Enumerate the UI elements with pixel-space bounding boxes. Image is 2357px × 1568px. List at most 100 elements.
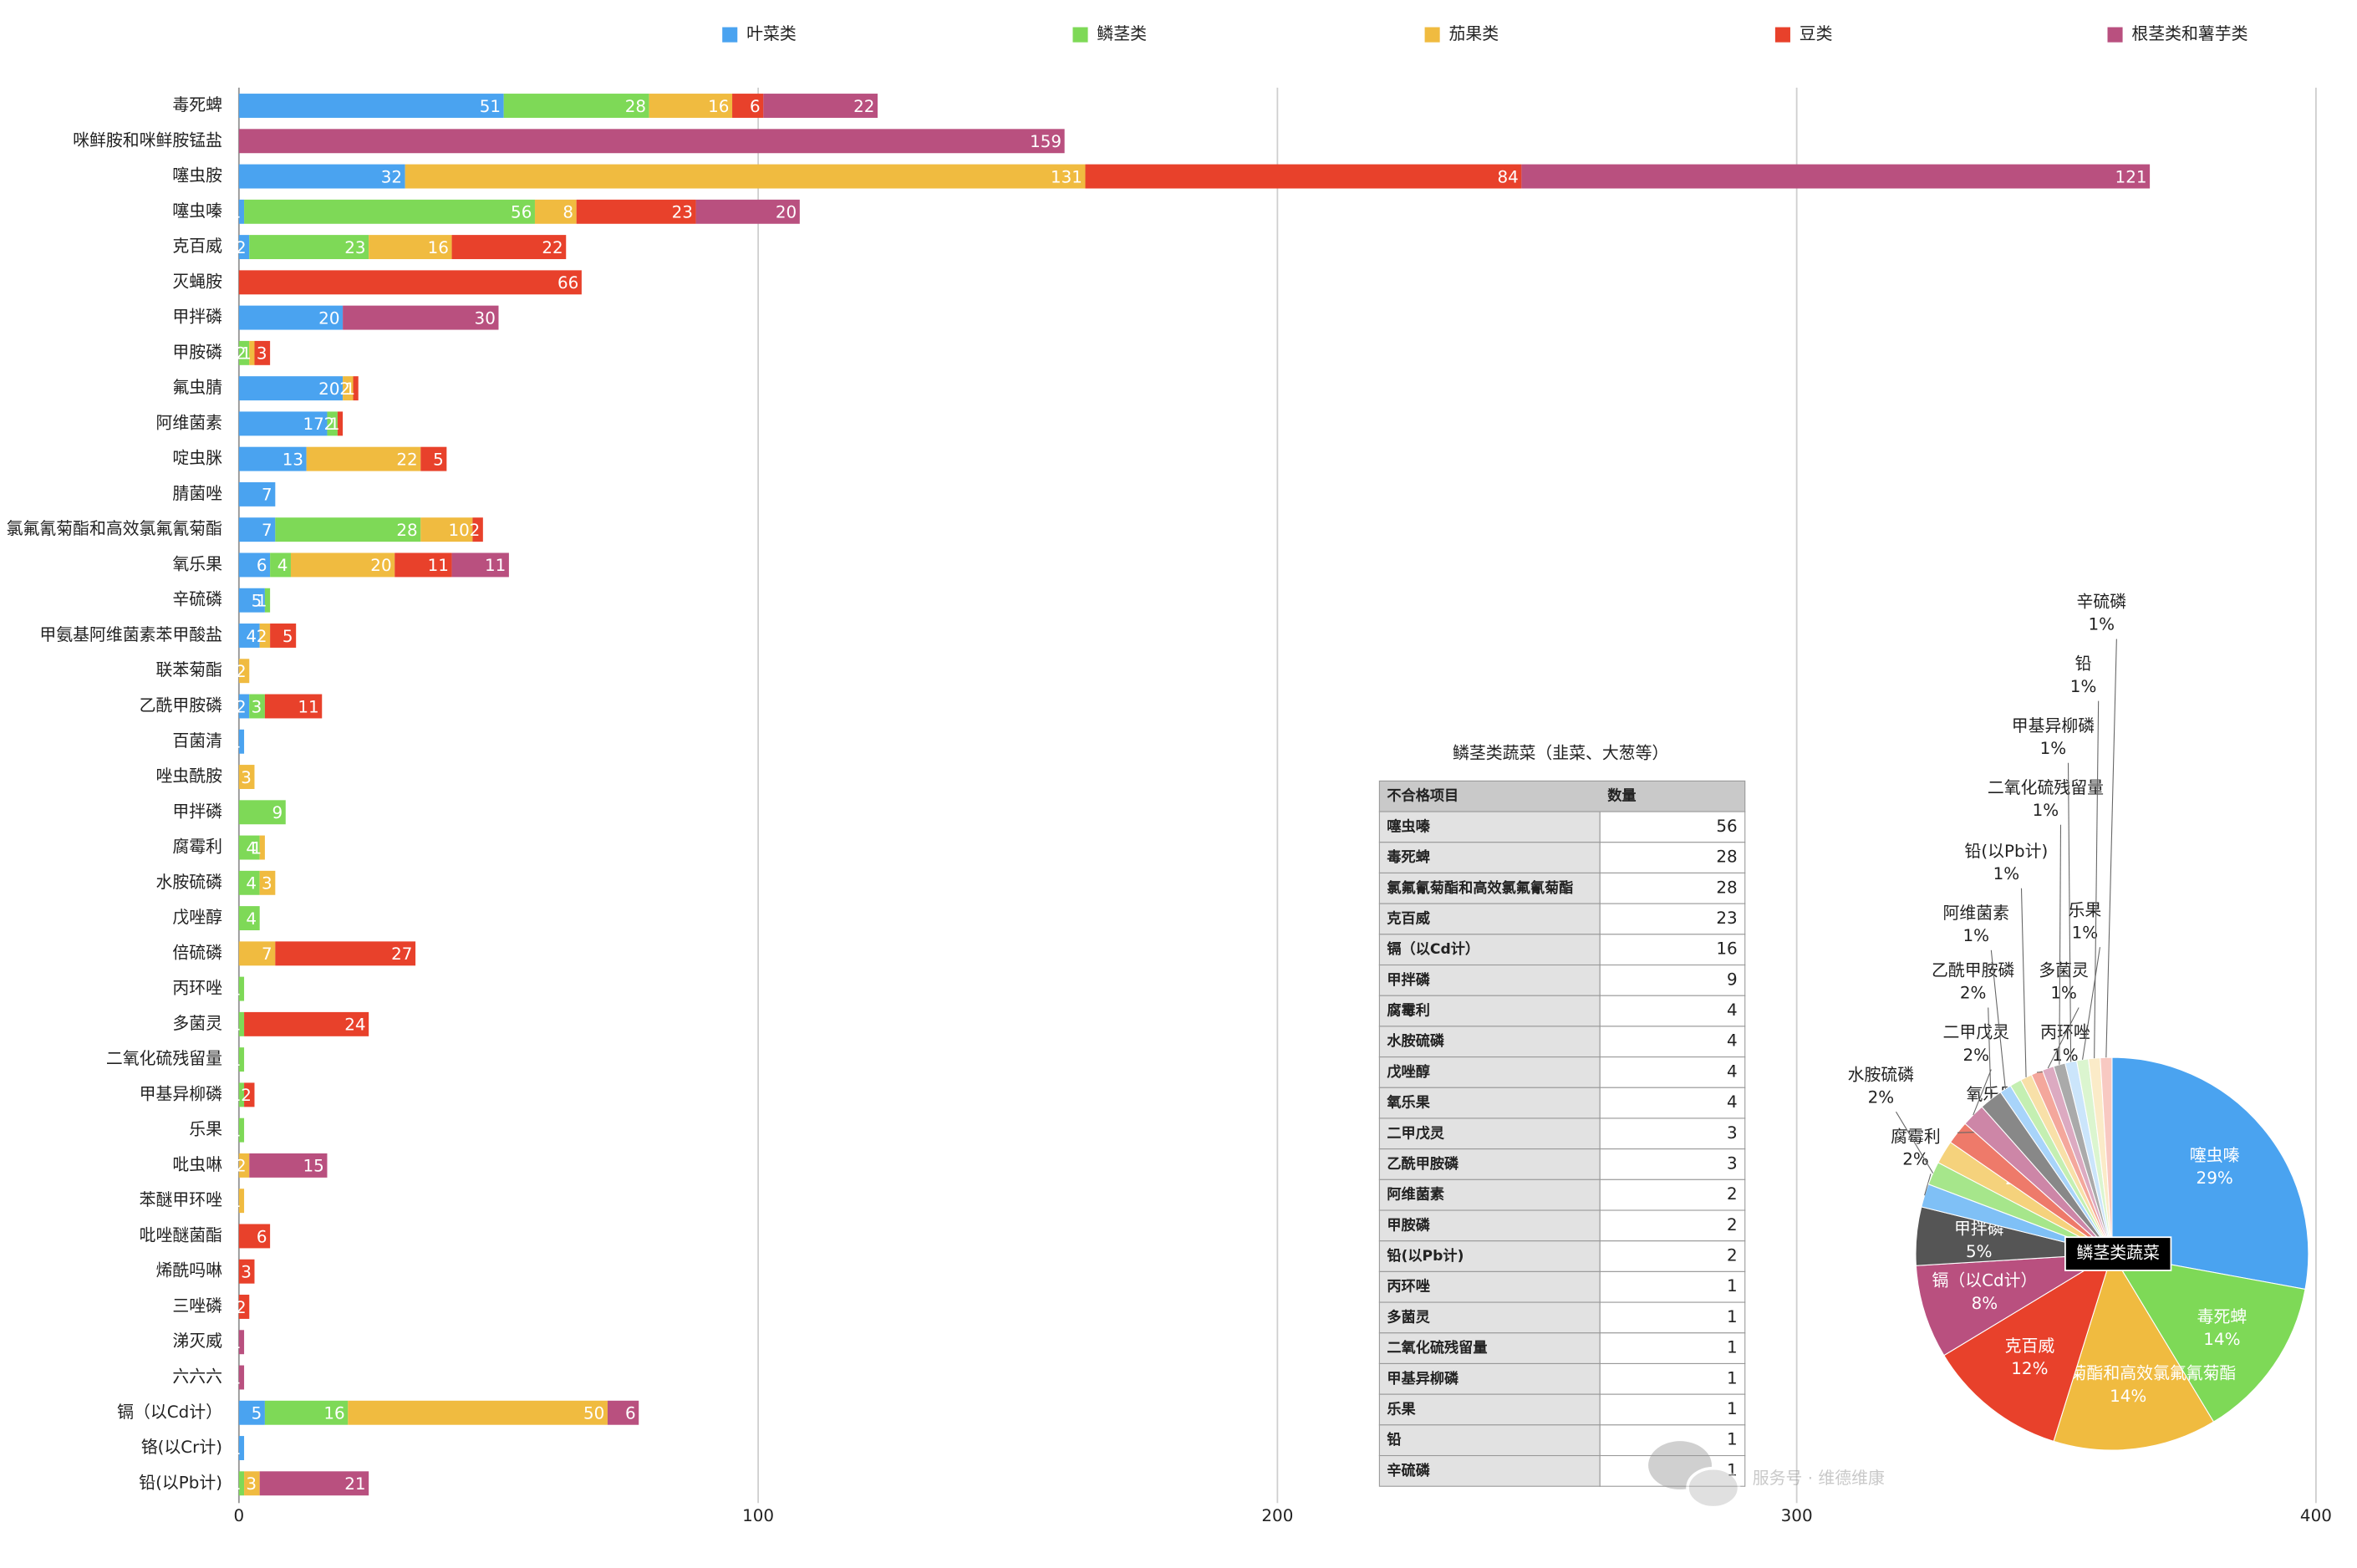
bar-segment [238,624,260,648]
bar-segment [244,1082,255,1107]
bar-segment [238,941,276,966]
table-cell [1378,1087,1601,1119]
pie-label: 毒死蜱 [2197,1307,2248,1326]
y-tick-label: 镉（以Cd计） [117,1403,222,1422]
bar-segment [607,1400,639,1425]
data-label: 1 [231,1368,242,1387]
bar-segment [254,340,271,365]
legend-swatch [722,27,738,43]
table-cell [1599,1424,1746,1457]
table-name: 腐霉利 [1387,1002,1429,1020]
bar-segment [238,1436,245,1460]
bar-segment [238,1259,255,1284]
bar-segment [238,1153,250,1178]
bar-segment [249,694,265,719]
data-label: 16 [428,238,449,257]
data-label: 6 [625,1404,636,1423]
table-count: 28 [1716,878,1737,897]
bar-segment [238,199,245,224]
y-tick-label: 腈菌唑 [172,484,222,503]
y-tick-label: 乙酰甲胺磷 [140,695,223,715]
data-label: 1 [231,1051,242,1070]
y-tick-label: 阿维菌素 [155,413,222,432]
y-tick-label: 戊唑醇 [172,908,222,927]
y-tick-label: 乐果 [189,1120,222,1139]
data-label: 159 [1030,132,1061,151]
bar-segment [238,517,276,542]
table-cell [1599,1270,1746,1303]
data-label: 23 [672,203,693,222]
table-cell [1599,1179,1746,1211]
bar-segment [290,552,395,578]
data-label: 2 [236,344,247,364]
table-cell [1599,1056,1746,1088]
table-count: 9 [1727,970,1738,989]
data-label: 1 [231,1121,242,1140]
legend-label: 根茎类和薯芋类 [2131,24,2248,43]
leader-line [1990,949,2006,1089]
legend-label: 茄果类 [1449,24,1499,43]
table-name: 氧乐果 [1386,1094,1430,1112]
bar-segment [238,835,260,860]
bar-segment [337,411,344,436]
y-tick-label: 氯氟氰菊酯和高效氯氟氰菊酯 [7,519,222,538]
bar-segment [649,94,733,118]
y-tick-label: 六六六 [172,1367,222,1386]
table-cell [1599,1026,1746,1058]
table-name: 戊唑醇 [1387,1063,1429,1081]
pie-percent: 2% [1963,1046,1990,1065]
y-tick-label: 苯醚甲环唑 [140,1190,223,1209]
data-label: 7 [262,486,272,505]
bar-segment [472,517,483,542]
y-tick-label: 咪鲜胺和咪鲜胺锰盐 [73,130,222,150]
x-tick-label: 100 [742,1506,774,1525]
pie-percent: 1% [2033,801,2059,820]
data-label: 16 [708,97,729,116]
pie-percent: 12% [2011,1359,2048,1378]
bar-segment [275,941,416,966]
leader-line [2082,947,2101,1060]
table-name: 克百威 [1387,909,1429,927]
table-cell [1599,995,1746,1027]
bar-segment [238,870,260,895]
table-count: 4 [1727,1092,1738,1112]
table-name: 甲拌磷 [1387,971,1430,989]
table-title: 鳞茎类蔬菜（韭菜、大葱等） [1453,743,1668,762]
bar-segment [238,976,245,1001]
table-cell [1599,842,1746,873]
data-label: 27 [391,944,412,964]
bar-segment [264,1400,349,1425]
y-tick-label: 吡唑醚菌酯 [140,1225,222,1245]
table-cell [1599,811,1746,843]
data-label: 1 [231,1086,242,1105]
data-label: 2 [236,1157,247,1176]
table-count: 23 [1716,909,1737,928]
pie-percent: 1% [2089,615,2115,634]
data-label: 1 [231,1474,242,1494]
data-label: 131 [1051,167,1082,186]
table-cell [1378,842,1601,873]
pie-percent: 1% [2040,739,2067,758]
bar-segment [238,1224,271,1249]
bar-segment [451,235,567,260]
y-tick-label: 辛硫磷 [172,590,222,609]
pie-title: 鳞茎类蔬菜 [2076,1244,2160,1263]
watermark-text: 服务号 · 维德维康 [1753,1469,1885,1488]
legend-swatch [1774,27,1790,43]
watermark-icon [1686,1466,1741,1509]
table-name: 多菌灵 [1387,1308,1430,1326]
data-label: 2 [236,697,247,716]
table-name: 铅(以Pb计) [1387,1247,1464,1265]
data-label: 2 [236,238,247,257]
legend-label: 豆类 [1800,24,1833,43]
legend-swatch [1072,27,1088,43]
table-count: 4 [1727,1061,1738,1081]
data-label: 3 [241,1263,252,1282]
data-label: 11 [485,556,506,575]
pie-label: 噻虫嗪 [2190,1146,2240,1165]
table-cell [1378,1393,1601,1426]
table-cell [1378,995,1601,1027]
bar-segment [238,800,286,825]
data-label: 1 [257,592,267,611]
data-label: 6 [257,556,267,575]
